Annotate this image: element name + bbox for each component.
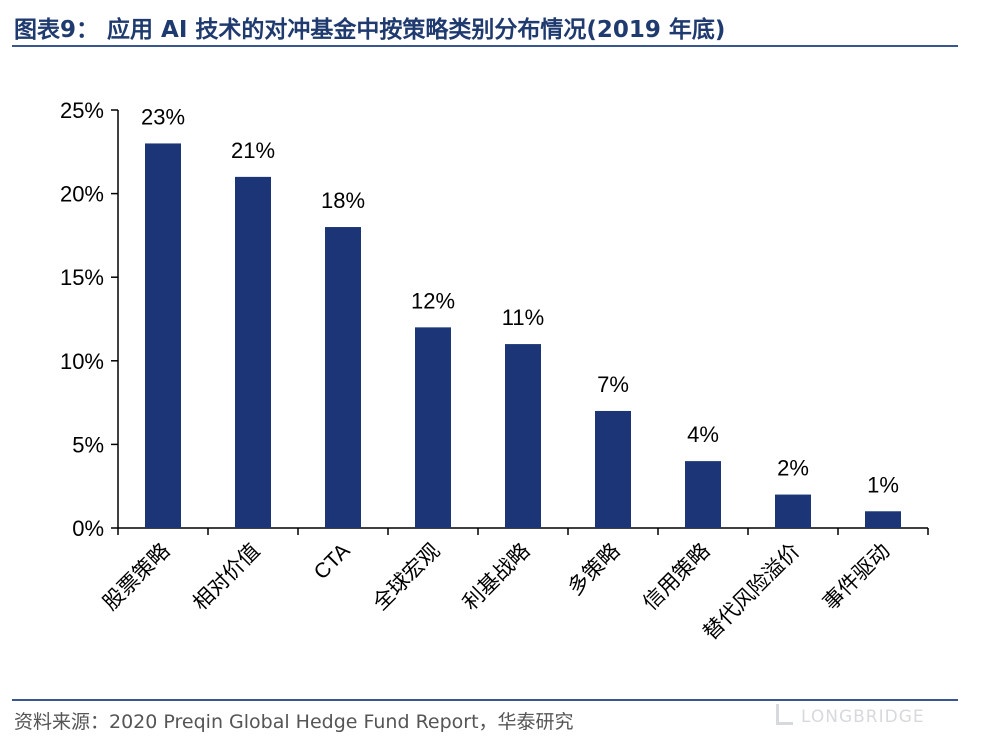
watermark: LONGBRIDGE bbox=[776, 704, 925, 727]
data-label: 7% bbox=[597, 372, 629, 397]
bar bbox=[775, 494, 811, 528]
bar-chart: 0% 5% 10% 15% 20% 25% 23% 21% 18% 12% 11% 7% 4% 2% 1%… bbox=[60, 98, 929, 645]
y-tick-label: 0% bbox=[72, 516, 104, 541]
y-tick-label: 15% bbox=[60, 265, 104, 290]
category-label: 多策略 bbox=[564, 539, 625, 600]
bar bbox=[325, 227, 361, 529]
y-tick-label: 20% bbox=[60, 182, 104, 207]
category-label: 事件驱动 bbox=[819, 539, 895, 615]
category-label: 利基战略 bbox=[459, 539, 535, 615]
longbridge-logo-icon bbox=[776, 704, 793, 725]
y-tick-label: 10% bbox=[60, 349, 104, 374]
data-label: 21% bbox=[231, 138, 275, 163]
bar bbox=[595, 410, 631, 528]
data-label: 18% bbox=[321, 188, 365, 213]
category-label: 相对价值 bbox=[189, 539, 265, 615]
data-labels: 23% 21% 18% 12% 11% 7% 4% 2% 1% bbox=[141, 104, 899, 497]
footer-divider bbox=[12, 699, 958, 701]
category-label: CTA bbox=[310, 539, 355, 584]
bar bbox=[685, 461, 721, 528]
category-label: 全球宏观 bbox=[369, 539, 445, 615]
watermark-text: LONGBRIDGE bbox=[801, 707, 925, 727]
y-axis: 0% 5% 10% 15% 20% 25% bbox=[60, 98, 119, 541]
y-tick-label: 25% bbox=[60, 98, 104, 123]
data-label: 2% bbox=[777, 456, 809, 481]
source-note: 资料来源：2020 Preqin Global Hedge Fund Repor… bbox=[14, 711, 574, 733]
bar-series bbox=[145, 143, 901, 529]
data-label: 1% bbox=[867, 472, 899, 497]
x-axis bbox=[117, 527, 929, 535]
bar bbox=[415, 327, 451, 528]
data-label: 11% bbox=[502, 305, 544, 330]
data-label: 23% bbox=[141, 104, 185, 129]
category-label: 股票策略 bbox=[99, 539, 175, 615]
bar bbox=[865, 511, 901, 528]
category-label: 信用策略 bbox=[639, 539, 715, 615]
figure-title: 图表9： 应用 AI 技术的对冲基金中按策略类别分布情况(2019 年底) bbox=[14, 17, 726, 43]
bar bbox=[235, 176, 271, 528]
bar bbox=[505, 344, 541, 528]
data-label: 4% bbox=[687, 422, 719, 447]
data-label: 12% bbox=[411, 288, 455, 313]
bar bbox=[145, 143, 181, 528]
title-divider bbox=[12, 45, 958, 47]
y-tick-label: 5% bbox=[72, 432, 104, 457]
category-label: 替代风险溢价 bbox=[699, 539, 804, 644]
